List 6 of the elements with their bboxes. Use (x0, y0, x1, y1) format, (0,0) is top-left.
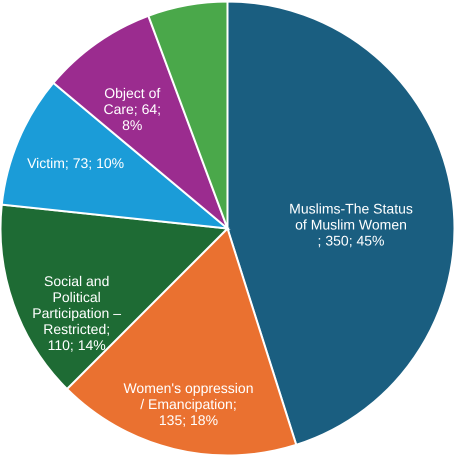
slice-label: Women's oppression / Emancipation; 135; 18% (123, 380, 254, 428)
slice-label: Victim; 73; 10% (27, 155, 124, 172)
slice-label: Social and Political Participation – Restricted; 110; 14% (32, 272, 122, 353)
slice-label: Muslims-The Status of Muslim Women (289, 200, 413, 232)
data-label: ; 350; 45% (318, 232, 384, 248)
slice-label: Object of Care; 64; 8% (103, 84, 162, 133)
